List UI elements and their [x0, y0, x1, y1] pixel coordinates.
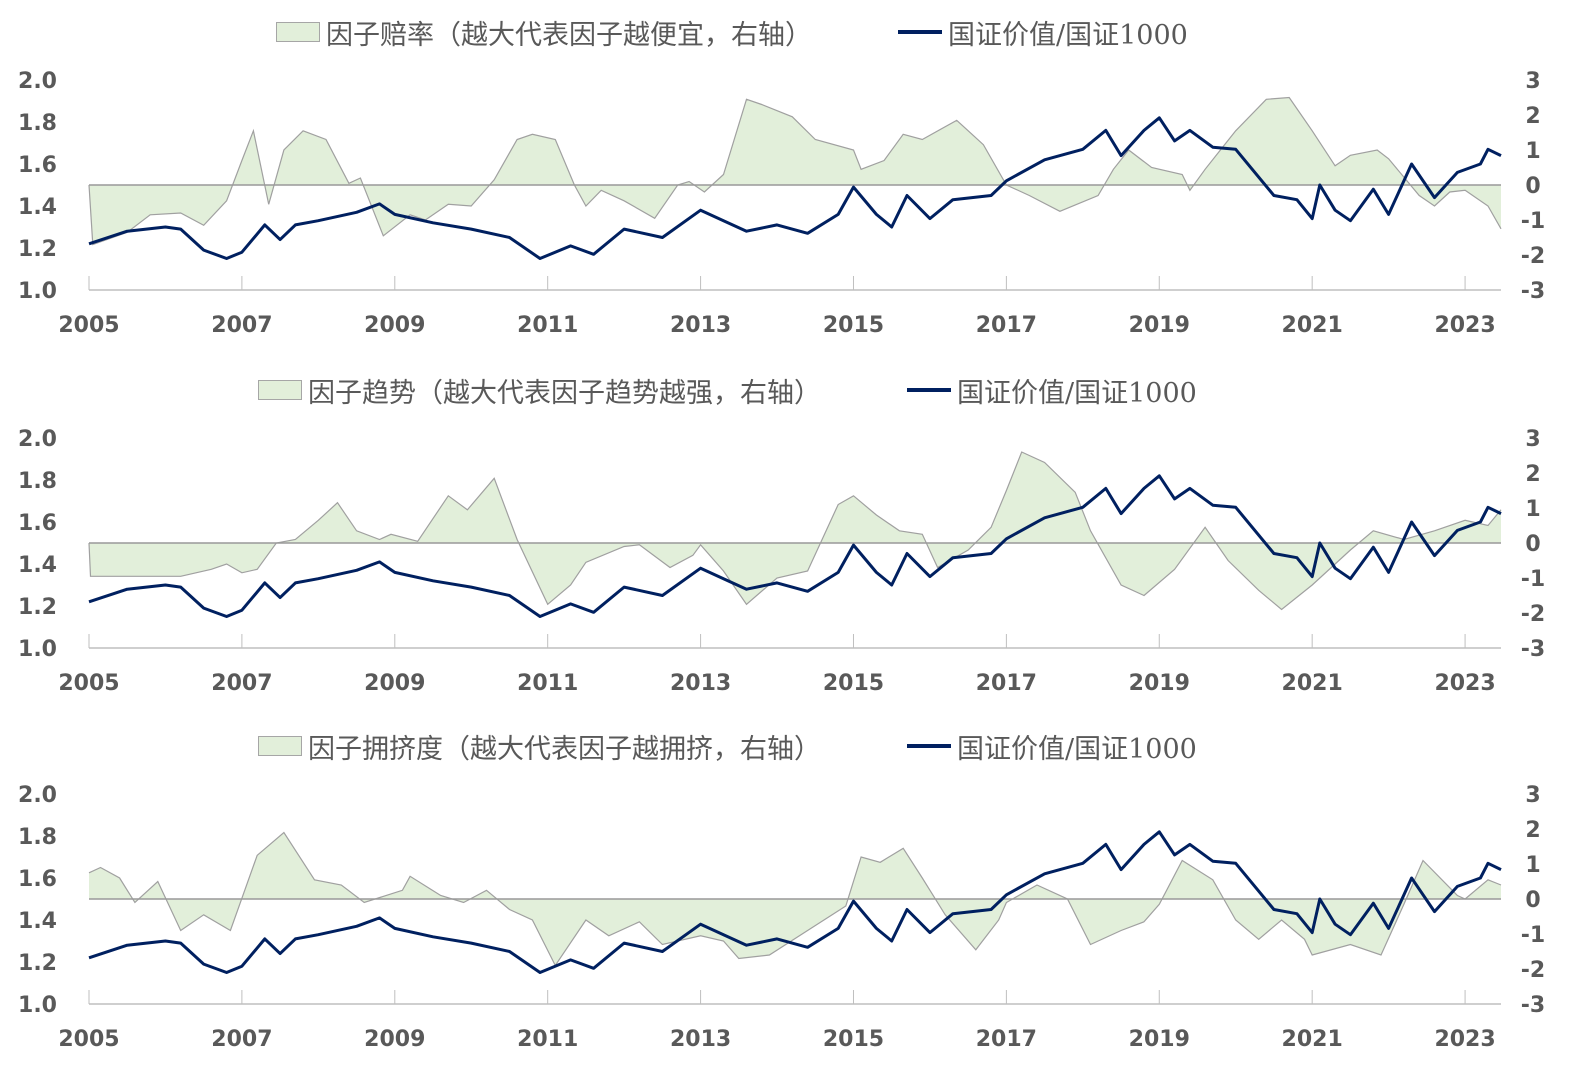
index-ratio-line	[88, 474, 1502, 618]
left-y-tick-label: 1.4	[18, 909, 57, 934]
legend-line-swatch	[907, 388, 951, 392]
x-tick-label: 2013	[670, 671, 731, 696]
factor-area	[89, 452, 1501, 610]
x-tick-label: 2017	[976, 313, 1037, 338]
left-y-tick-label: 1.8	[18, 825, 57, 850]
left-y-tick-label: 1.6	[18, 867, 57, 892]
x-tick-label: 2021	[1282, 313, 1343, 338]
factor-area-outline	[88, 451, 1502, 611]
right-y-tick-label: 0	[1525, 174, 1540, 199]
x-tick-label: 2007	[211, 671, 272, 696]
left-y-tick-label: 1.6	[18, 511, 57, 536]
x-tick-label: 2007	[211, 1027, 272, 1052]
left-y-tick-label: 2.0	[18, 783, 57, 808]
legend-area-swatch	[276, 22, 320, 42]
right-y-tick-label: 2	[1525, 818, 1540, 843]
left-y-tick-label: 1.8	[18, 469, 57, 494]
x-tick-label: 2009	[364, 1027, 425, 1052]
legend-area-swatch	[258, 380, 302, 400]
x-tick-label: 2011	[517, 313, 578, 338]
legend-line-swatch	[907, 744, 951, 748]
right-y-tick-label: 0	[1525, 532, 1540, 557]
right-y-tick-label: -3	[1521, 637, 1545, 662]
x-tick-label: 2005	[58, 313, 119, 338]
right-y-tick-label: -1	[1521, 923, 1545, 948]
chart-plot: 2005 2007 2009 2011 2013 2015 2017 2019 2021 2023…	[18, 783, 1545, 1052]
legend: 因子拥挤度（越大代表因子越拥挤，右轴） 国证价值/国证1000	[258, 726, 1197, 766]
x-tick-label: 2019	[1129, 1027, 1190, 1052]
legend-line-swatch	[898, 30, 942, 34]
x-tick-label: 2011	[517, 671, 578, 696]
right-y-tick-label: -2	[1521, 602, 1545, 627]
left-y-tick-label: 1.2	[18, 595, 57, 620]
right-y-tick-label: -3	[1521, 279, 1545, 304]
x-tick-label: 2021	[1282, 671, 1343, 696]
x-tick-label: 2005	[58, 671, 119, 696]
x-tick-label: 2023	[1434, 313, 1495, 338]
x-tick-label: 2015	[823, 1027, 884, 1052]
left-y-tick-label: 1.0	[18, 993, 57, 1018]
chart-panel-valuation: 2005 2007 2009 2011 2013 2015 2017 2019 2021 2023…	[0, 0, 1572, 357]
factor-area-outline	[88, 96, 1502, 246]
left-y-tick-label: 1.0	[18, 637, 57, 662]
chart-plot: 2005 2007 2009 2011 2013 2015 2017 2019 2021 2023…	[18, 69, 1545, 338]
x-tick-label: 2021	[1282, 1027, 1343, 1052]
x-tick-label: 2013	[670, 1027, 731, 1052]
left-y-tick-label: 1.4	[18, 195, 57, 220]
right-y-tick-label: 1	[1525, 497, 1540, 522]
legend-area-label: 因子赔率（越大代表因子越便宜，右轴）	[326, 19, 812, 51]
x-tick-label: 2009	[364, 671, 425, 696]
x-tick-label: 2019	[1129, 671, 1190, 696]
right-y-tick-label: 3	[1525, 69, 1540, 94]
legend-line-label: 国证价值/国证1000	[957, 377, 1197, 409]
chart-plot: 2005 2007 2009 2011 2013 2015 2017 2019 2021 2023…	[18, 427, 1545, 696]
right-y-tick-label: -3	[1521, 993, 1545, 1018]
right-y-tick-label: 0	[1525, 888, 1540, 913]
right-y-tick-label: 1	[1525, 139, 1540, 164]
x-tick-label: 2013	[670, 313, 731, 338]
x-tick-label: 2017	[976, 671, 1037, 696]
right-y-tick-label: 3	[1525, 427, 1540, 452]
legend-area-label: 因子拥挤度（越大代表因子越拥挤，右轴）	[308, 733, 821, 765]
legend: 因子赔率（越大代表因子越便宜，右轴） 国证价值/国证1000	[276, 12, 1188, 52]
index-ratio-line	[88, 830, 1502, 974]
right-y-tick-label: -2	[1521, 958, 1545, 983]
x-tick-label: 2011	[517, 1027, 578, 1052]
right-y-tick-label: 3	[1525, 783, 1540, 808]
legend-area-label: 因子趋势（越大代表因子趋势越强，右轴）	[308, 377, 821, 409]
index-ratio-line	[88, 116, 1502, 260]
x-tick-label: 2019	[1129, 313, 1190, 338]
right-y-tick-label: -1	[1521, 567, 1545, 592]
left-y-tick-label: 1.6	[18, 153, 57, 178]
legend-line-label: 国证价值/国证1000	[957, 733, 1197, 765]
left-y-tick-label: 2.0	[18, 69, 57, 94]
left-y-tick-label: 2.0	[18, 427, 57, 452]
x-tick-label: 2007	[211, 313, 272, 338]
left-y-tick-label: 1.2	[18, 237, 57, 262]
left-y-tick-label: 1.2	[18, 951, 57, 976]
factor-area-outline	[88, 831, 1502, 967]
right-y-tick-label: 2	[1525, 104, 1540, 129]
left-y-tick-label: 1.4	[18, 553, 57, 578]
x-tick-label: 2015	[823, 671, 884, 696]
x-tick-label: 2015	[823, 313, 884, 338]
left-y-tick-label: 1.8	[18, 111, 57, 136]
left-y-tick-label: 1.0	[18, 279, 57, 304]
x-tick-label: 2023	[1434, 1027, 1495, 1052]
legend-area-swatch	[258, 736, 302, 756]
right-y-tick-label: 2	[1525, 462, 1540, 487]
chart-panel-crowding: 2005 2007 2009 2011 2013 2015 2017 2019 2021 2023…	[0, 714, 1572, 1071]
factor-area	[89, 97, 1501, 245]
legend-line-label: 国证价值/国证1000	[948, 19, 1188, 51]
right-y-tick-label: -1	[1521, 209, 1545, 234]
x-tick-label: 2009	[364, 313, 425, 338]
right-y-tick-label: -2	[1521, 244, 1545, 269]
x-tick-label: 2005	[58, 1027, 119, 1052]
legend: 因子趋势（越大代表因子趋势越强，右轴） 国证价值/国证1000	[258, 370, 1197, 410]
x-tick-label: 2023	[1434, 671, 1495, 696]
chart-panel-trend: 2005 2007 2009 2011 2013 2015 2017 2019 2021 2023…	[0, 358, 1572, 715]
x-tick-label: 2017	[976, 1027, 1037, 1052]
right-y-tick-label: 1	[1525, 853, 1540, 878]
